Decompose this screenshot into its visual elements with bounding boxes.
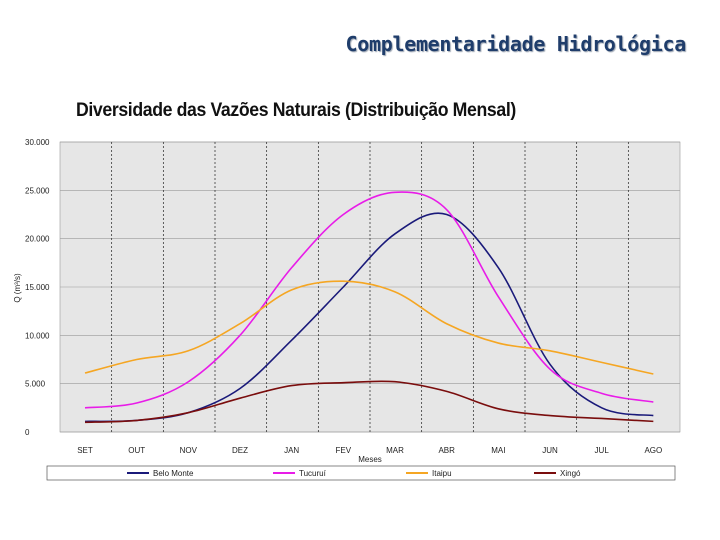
- x-tick-label: JUN: [542, 446, 558, 455]
- y-axis-ticks: 0 5.000 10.000 15.000 20.000 25.000 30.000: [25, 138, 50, 437]
- legend-label: Belo Monte: [153, 469, 194, 478]
- x-axis-ticks: SET OUT NOV DEZ JAN FEV MAR ABR MAI JUN JUL AGO: [77, 446, 662, 455]
- grid-lines: [60, 141, 680, 433]
- y-tick-label: 30.000: [25, 138, 50, 147]
- y-axis-label: Q (m³/s): [13, 273, 22, 303]
- x-tick-label: MAR: [386, 446, 404, 455]
- x-tick-label: NOV: [180, 446, 198, 455]
- series-line-xing-: [84, 380, 654, 424]
- x-tick-label: JUL: [595, 446, 610, 455]
- y-tick-label: 0: [25, 428, 30, 437]
- series-line-tucuru-: [84, 191, 654, 409]
- series-line-itaipu: [84, 280, 654, 375]
- y-tick-label: 5.000: [25, 380, 46, 389]
- axis-labels: Q (m³/s) Meses: [13, 273, 382, 464]
- legend-label: Xingó: [560, 469, 581, 478]
- legend-label: Itaipu: [432, 469, 452, 478]
- y-tick-label: 20.000: [25, 235, 50, 244]
- legend-label: Tucuruí: [299, 469, 327, 478]
- x-tick-label: MAI: [491, 446, 505, 455]
- chart-title: Diversidade das Vazões Naturais (Distrib…: [76, 100, 516, 121]
- y-tick-label: 10.000: [25, 331, 50, 340]
- x-axis-label: Meses: [358, 455, 382, 464]
- x-tick-label: SET: [77, 446, 93, 455]
- slide-title: Complementaridade Hidrológica: [345, 32, 687, 56]
- series-lines: [84, 191, 654, 424]
- y-tick-label: 15.000: [25, 283, 50, 292]
- x-tick-label: OUT: [128, 446, 145, 455]
- legend: Belo Monte Tucuruí Itaipu Xingó: [46, 465, 676, 481]
- y-tick-label: 25.000: [25, 186, 50, 195]
- x-tick-label: JAN: [284, 446, 299, 455]
- x-tick-label: DEZ: [232, 446, 248, 455]
- x-tick-label: FEV: [336, 446, 352, 455]
- x-tick-label: AGO: [644, 446, 662, 455]
- x-tick-label: ABR: [438, 446, 455, 455]
- legend-box: [46, 465, 676, 481]
